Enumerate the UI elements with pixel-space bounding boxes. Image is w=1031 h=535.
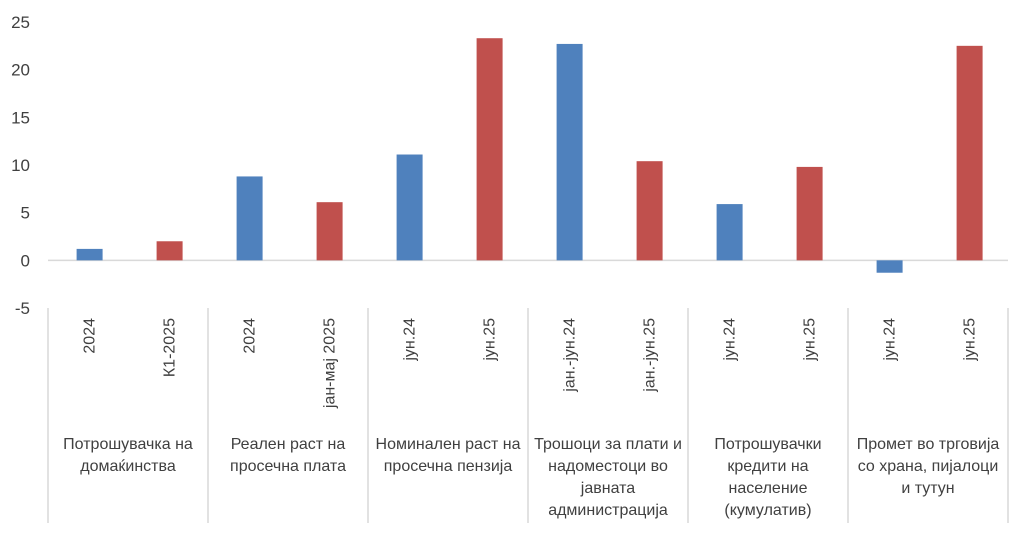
x-axis: 2024 К1-2025 Потрошувачка на домаќинства 202… (47, 308, 1009, 523)
group-label: Потрошувачка на домаќинства (63, 436, 193, 475)
bar (76, 248, 103, 261)
group-label: Потрошувачки кредити на население (кумулати… (714, 436, 821, 519)
y-tick-label: -5 (15, 299, 30, 318)
group-label: Промет во трговија со храна, пијалоци и ту… (857, 436, 1000, 497)
group-label: Реален раст на просечна плата (230, 436, 346, 475)
y-tick-label: 10 (11, 156, 30, 175)
x-tick-label: јун.25 (802, 318, 819, 362)
bar (556, 43, 583, 261)
x-tick-label: јан.-јун.24 (562, 318, 579, 393)
group-label: Трошоци за плати и надоместоци во јавната а… (534, 436, 682, 519)
y-tick-label: 20 (11, 61, 30, 80)
x-tick-label: јун.24 (882, 318, 899, 362)
x-tick-label: К1-2025 (162, 318, 179, 377)
bar (316, 202, 343, 261)
x-tick-label: 2024 (82, 318, 99, 354)
bar (636, 161, 663, 261)
x-tick-label: јун.25 (482, 318, 499, 362)
bar (716, 204, 743, 261)
group-label: Номинален раст на просечна пензија (376, 436, 521, 475)
bar (796, 166, 823, 261)
x-tick-label: јан-мај 2025 (322, 318, 339, 409)
bar (476, 38, 503, 261)
bar (956, 45, 983, 261)
bar (236, 176, 263, 261)
bar (156, 241, 183, 261)
bar (396, 154, 423, 261)
y-tick-label: 15 (11, 108, 30, 127)
y-tick-label: 5 (21, 204, 30, 223)
y-tick-label: 25 (11, 13, 30, 32)
bars (76, 38, 983, 273)
bar (876, 260, 903, 273)
y-axis: 25 20 15 10 5 0 -5 (11, 13, 1008, 318)
x-tick-label: 2024 (242, 318, 259, 354)
y-tick-label: 0 (21, 251, 30, 270)
x-tick-label: јун.24 (402, 318, 419, 362)
x-tick-label: јун.25 (962, 318, 979, 362)
x-tick-label: јун.24 (722, 318, 739, 362)
x-tick-label: јан.-јун.25 (642, 318, 659, 393)
